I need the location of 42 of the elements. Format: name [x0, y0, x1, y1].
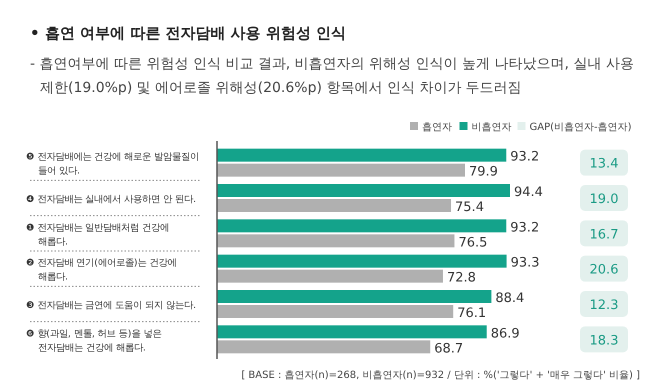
- y-tick-label: ❻ 향(과일, 멘톨, 허브 등)을 넣은 전자담배는 건강에 해롭다.: [26, 328, 162, 354]
- data-label: 72.8: [446, 270, 476, 286]
- chart-subtitle: - 흡연여부에 따른 위험성 인식 비교 결과, 비흡연자의 위해성 인식이 높게 나타났으며, 실내 사용 제한(19.0%p) 및 에어로졸 위해성(20.6%p) 항목에서 인식 차이가 두드러짐: [30, 56, 634, 96]
- y-tick-label: ❹ 전자담배는 실내에서 사용하면 안 된다.: [26, 194, 196, 205]
- y-tick-label: ❸ 전자담배는 금연에 도움이 되지 않는다.: [26, 300, 196, 311]
- data-label: 13.4: [590, 156, 618, 172]
- data-label: 93.3: [510, 256, 540, 271]
- data-label: 20.6: [590, 262, 618, 278]
- data-label: 76.1: [457, 306, 486, 321]
- data-label: 94.4: [514, 185, 543, 200]
- legend-label: GAP(비흡연자-흡연자): [530, 122, 632, 133]
- bar: [217, 219, 506, 232]
- data-label: 88.4: [495, 291, 524, 306]
- bar: [217, 270, 443, 283]
- bar: [217, 164, 465, 177]
- data-label: 18.3: [590, 333, 618, 348]
- bar: [217, 254, 507, 268]
- bar: [217, 184, 510, 197]
- y-tick-label: ❷ 전자담배 연기(에어로졸)는 건강에 해롭다.: [26, 258, 176, 283]
- bar: [217, 325, 487, 338]
- bar: [217, 234, 454, 248]
- data-label: 86.9: [490, 326, 520, 342]
- data-label: 93.2: [510, 150, 540, 165]
- chart-title: • 흡연 여부에 따른 전자담배 사용 위험성 인식: [30, 24, 346, 42]
- data-label: 16.7: [590, 227, 618, 242]
- data-label: 68.7: [434, 341, 464, 356]
- data-label: 19.0: [590, 192, 618, 207]
- data-label: 79.9: [468, 164, 498, 180]
- bar: [217, 340, 430, 354]
- data-label: 76.5: [458, 235, 488, 250]
- bar: [217, 148, 506, 162]
- legend-label: 흡연자: [422, 122, 452, 133]
- legend-label: 비흡연자: [472, 122, 512, 133]
- data-label: 93.2: [510, 220, 540, 236]
- data-label: 12.3: [590, 298, 618, 313]
- y-tick-label: ❺ 전자담배에는 건강에 해로운 발암물질이 들어 있다.: [26, 152, 200, 177]
- text: [ BASE : 흡연자(n)=268, 비흡연자(n)=932 / 단위 : %('그렇다' + '매우 그렇다' 비율) ]: [241, 370, 640, 381]
- y-tick-label: ❶ 전자담배는 일반담배처럼 건강에 해롭다.: [26, 222, 170, 248]
- data-label: 75.4: [455, 200, 484, 215]
- bar: [217, 305, 454, 318]
- bar: [217, 290, 492, 303]
- bar: [217, 199, 452, 212]
